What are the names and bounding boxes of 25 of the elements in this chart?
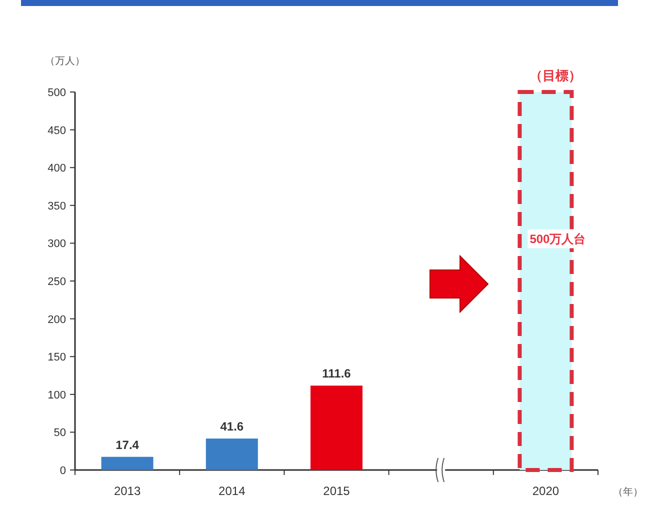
x-tick-label: 2013 [114, 484, 141, 498]
y-tick-label: 200 [48, 314, 66, 326]
y-tick-label: 350 [48, 200, 66, 212]
y-tick-label: 450 [48, 124, 66, 137]
x-tick-label: 2020 [532, 484, 560, 498]
y-tick-label: 100 [48, 389, 66, 402]
y-tick-label: 500 [48, 87, 66, 99]
bar [101, 456, 154, 470]
y-tick-label: 250 [48, 276, 66, 288]
data-label: 17.4 [116, 438, 140, 452]
y-tick-label: 0 [60, 465, 66, 477]
y-tick-label: 300 [48, 238, 66, 250]
bar [206, 438, 258, 470]
data-label: 111.6 [322, 366, 352, 381]
data-label: 41.6 [220, 420, 244, 434]
data-label: 500万人台 [530, 232, 586, 246]
y-tick-label: 50 [54, 427, 66, 440]
y-axis-title: （万人） [45, 56, 85, 67]
y-tick-label: 150 [48, 352, 66, 364]
bar [310, 386, 362, 470]
x-tick-label: 2015 [323, 484, 350, 498]
annotation: （目標） [530, 68, 582, 83]
x-tick-label: 2014 [218, 484, 246, 498]
x-axis-title: （年） [613, 486, 643, 498]
y-tick-label: 400 [48, 162, 66, 175]
